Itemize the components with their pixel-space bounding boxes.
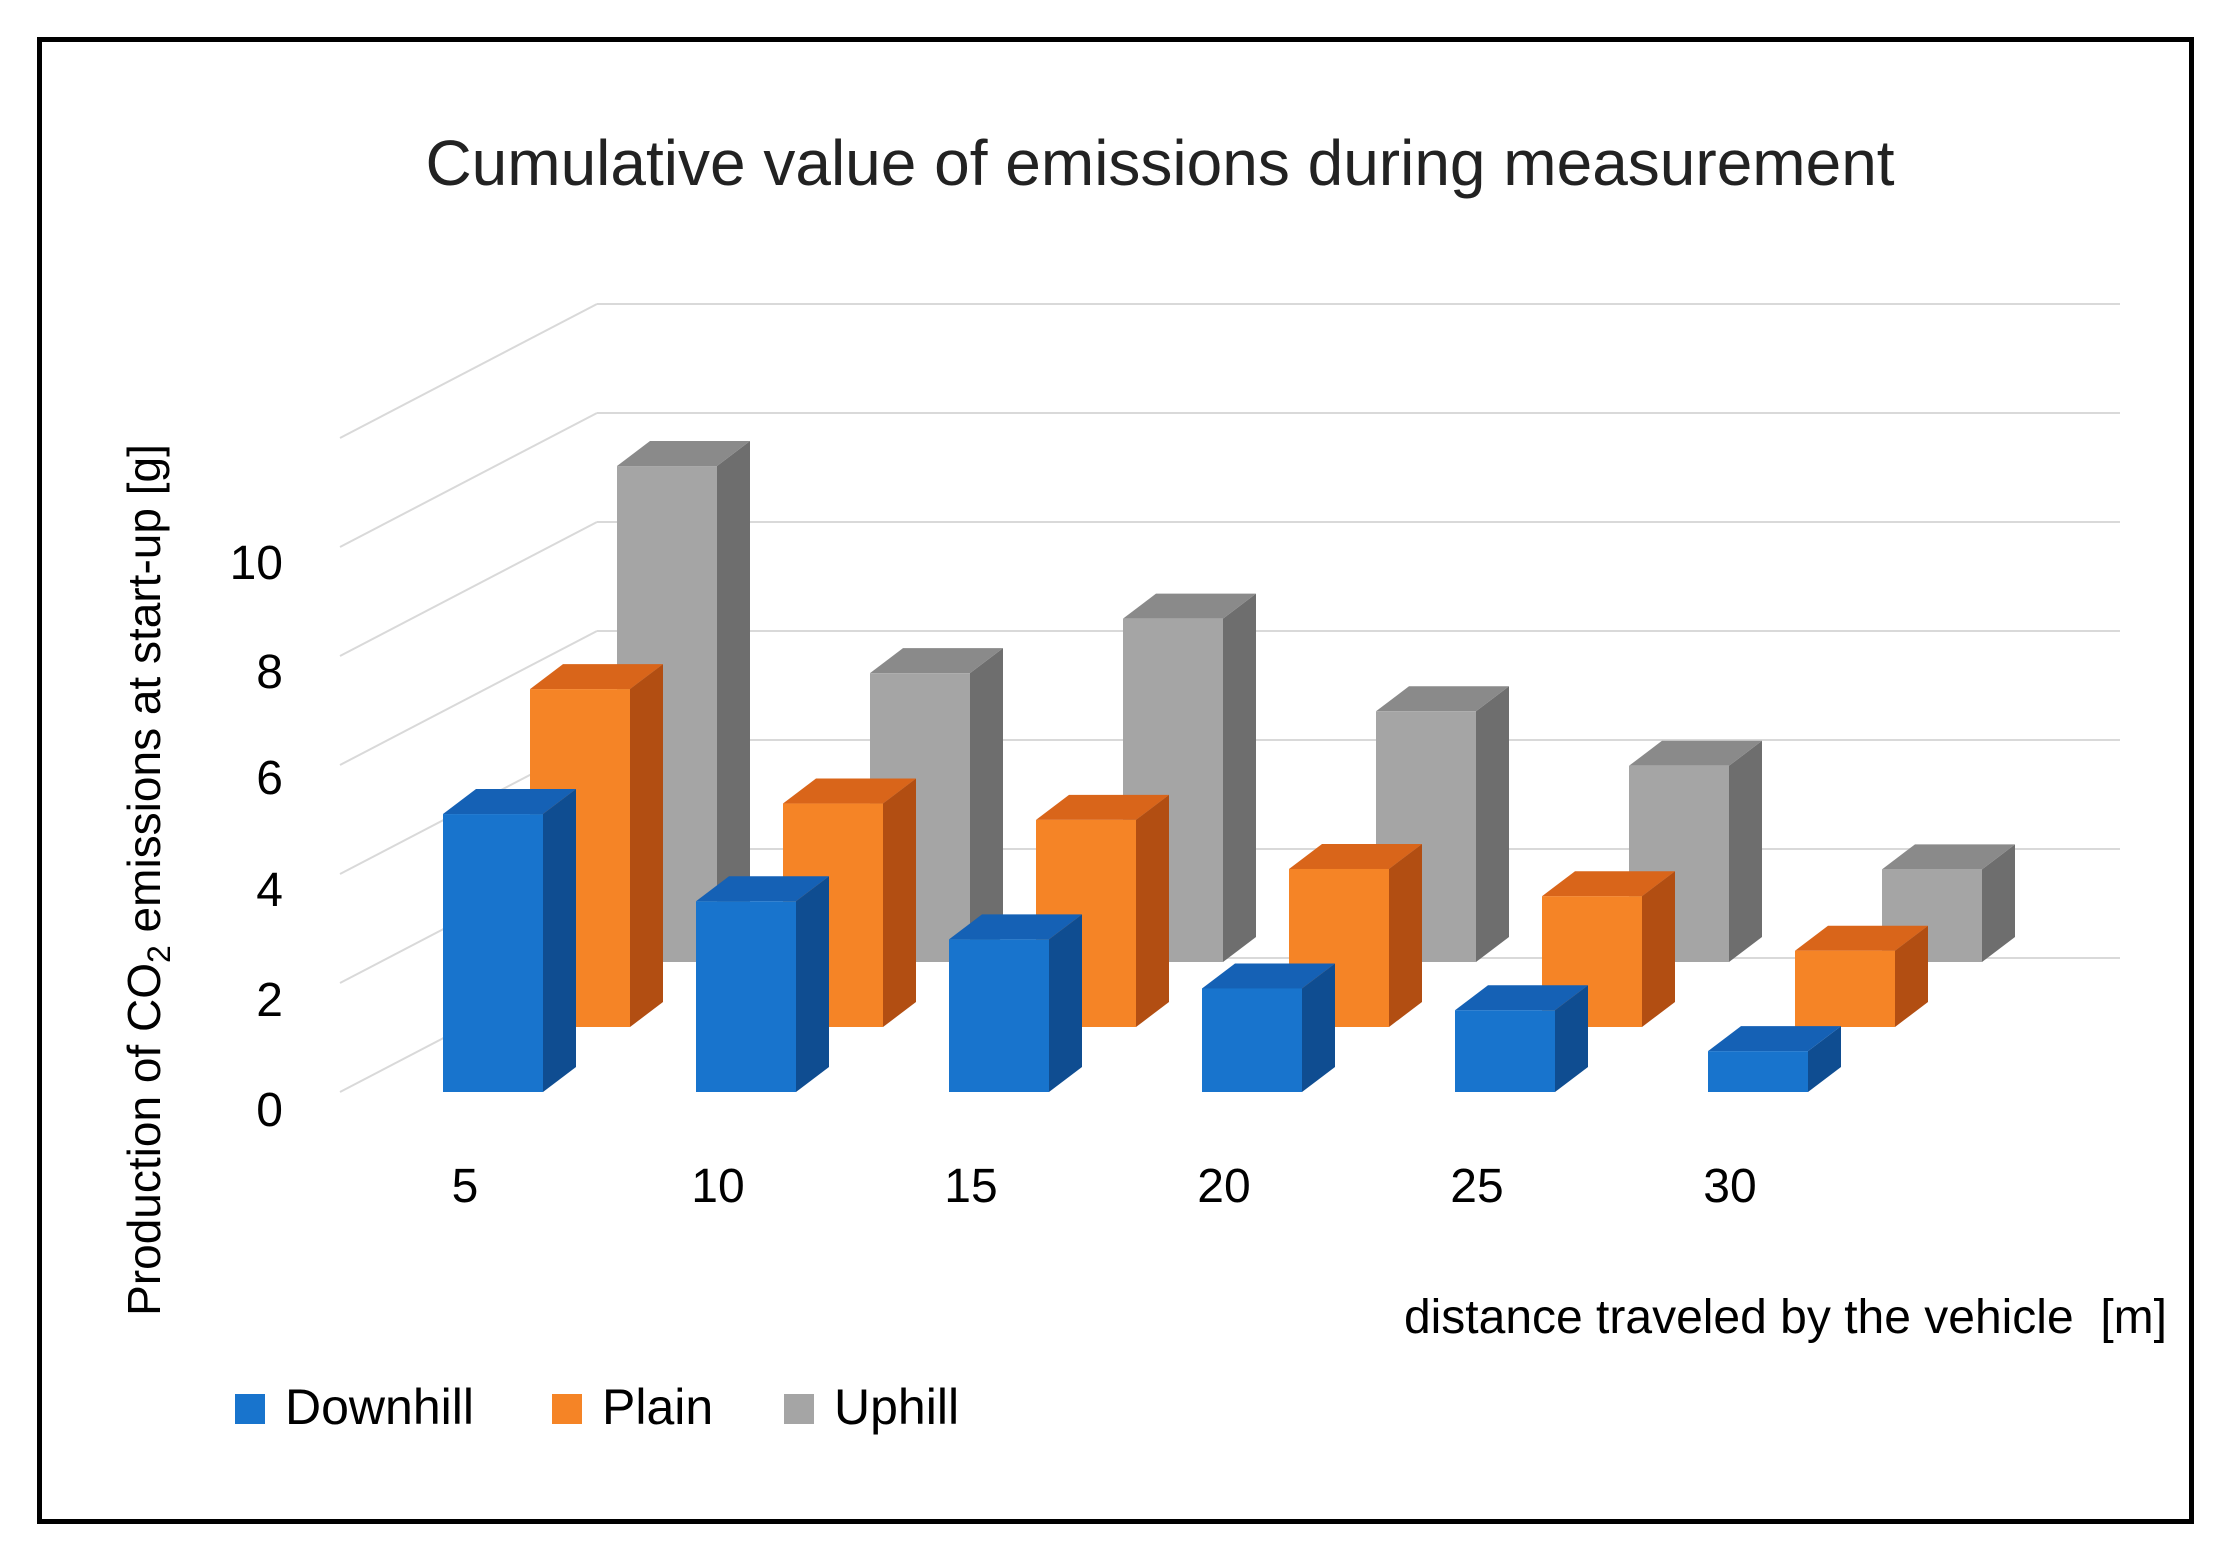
y-axis-label-part-1: Production of CO bbox=[118, 963, 170, 1316]
gridline-side bbox=[339, 630, 598, 766]
bar-side bbox=[1729, 740, 1762, 962]
bar-side bbox=[883, 778, 916, 1027]
bar-downhill-30 bbox=[1708, 1026, 1841, 1092]
bar-top bbox=[617, 441, 750, 467]
bar-plain-30 bbox=[1795, 925, 1928, 1027]
bar-side bbox=[1049, 914, 1082, 1092]
bar-front bbox=[1708, 1051, 1808, 1092]
bar-downhill-25 bbox=[1455, 985, 1588, 1092]
y-tick-label: 4 bbox=[256, 864, 283, 917]
bar-side bbox=[1302, 963, 1335, 1092]
legend-item-uphill: Uphill bbox=[784, 1379, 959, 1435]
bar-side bbox=[1223, 593, 1256, 962]
bar-uphill-20 bbox=[1376, 686, 1509, 962]
y-axis-label-part-3: emissions at start-up [g] bbox=[118, 444, 170, 945]
bar-side bbox=[1895, 925, 1928, 1027]
x-tick-label: 20 bbox=[1197, 1160, 1250, 1213]
bar-front bbox=[1795, 950, 1895, 1027]
bar-side bbox=[1476, 686, 1509, 962]
legend-label: Downhill bbox=[285, 1379, 474, 1435]
legend-label: Uphill bbox=[834, 1379, 959, 1435]
y-tick-label: 8 bbox=[256, 646, 283, 699]
bar-top bbox=[870, 648, 1003, 674]
chart-frame bbox=[37, 37, 2194, 1524]
bar-top bbox=[1455, 985, 1588, 1011]
bar-top bbox=[949, 914, 1082, 940]
x-axis-label: distance traveled by the vehicle [m] bbox=[1404, 1291, 2167, 1344]
bar-uphill-30 bbox=[1882, 844, 2015, 962]
bar-top bbox=[1202, 963, 1335, 989]
bar-side bbox=[1389, 843, 1422, 1027]
bar-downhill-10 bbox=[696, 876, 829, 1092]
bar-top bbox=[783, 778, 916, 804]
gridline-side bbox=[339, 412, 598, 548]
x-axis-tick-labels: 5 10 15 20 25 30 bbox=[452, 1160, 1757, 1213]
bar-top bbox=[696, 876, 829, 902]
bar-downhill-5 bbox=[443, 789, 576, 1092]
bar-front bbox=[949, 939, 1049, 1092]
bar-top bbox=[1123, 593, 1256, 619]
bar-side bbox=[796, 876, 829, 1092]
bar-top bbox=[1542, 871, 1675, 897]
bar-downhill-15 bbox=[949, 914, 1082, 1092]
y-tick-label: 10 bbox=[230, 537, 283, 590]
bar-downhill-20 bbox=[1202, 963, 1335, 1092]
bar-top bbox=[1708, 1026, 1841, 1052]
bar-side bbox=[630, 664, 663, 1027]
bar-top bbox=[1036, 794, 1169, 820]
bar-top bbox=[1289, 843, 1422, 869]
y-tick-label: 2 bbox=[256, 974, 283, 1027]
y-tick-label: 0 bbox=[256, 1084, 283, 1137]
legend-swatch bbox=[235, 1394, 265, 1424]
chart-title: Cumulative value of emissions during mea… bbox=[425, 127, 1894, 199]
bar-side bbox=[1808, 1026, 1841, 1092]
legend-label: Plain bbox=[602, 1379, 713, 1435]
x-tick-label: 30 bbox=[1703, 1160, 1756, 1213]
x-tick-label: 10 bbox=[691, 1160, 744, 1213]
legend-swatch bbox=[784, 1394, 814, 1424]
x-tick-label: 25 bbox=[1450, 1160, 1503, 1213]
gridline-side bbox=[339, 521, 598, 657]
bar-front bbox=[443, 814, 543, 1092]
bar-top bbox=[1629, 740, 1762, 766]
x-tick-label: 5 bbox=[452, 1160, 479, 1213]
bar-side bbox=[1982, 844, 2015, 962]
bar-uphill-15 bbox=[1123, 593, 1256, 962]
bar-front bbox=[696, 901, 796, 1092]
bar-side bbox=[970, 648, 1003, 962]
x-tick-label: 15 bbox=[944, 1160, 997, 1213]
bar-side bbox=[1555, 985, 1588, 1092]
bar-side bbox=[1642, 871, 1675, 1027]
y-axis-tick-labels: 0 2 4 6 8 10 bbox=[230, 537, 283, 1137]
bar-side bbox=[717, 441, 750, 962]
legend: Downhill Plain Uphill bbox=[235, 1379, 959, 1435]
legend-swatch bbox=[552, 1394, 582, 1424]
bar-front bbox=[1455, 1010, 1555, 1092]
bar-top bbox=[1376, 686, 1509, 712]
bar-front bbox=[1202, 988, 1302, 1092]
legend-item-plain: Plain bbox=[552, 1379, 713, 1435]
bar-top bbox=[1795, 925, 1928, 951]
bar-side bbox=[543, 789, 576, 1092]
bar-top bbox=[530, 664, 663, 690]
legend-item-downhill: Downhill bbox=[235, 1379, 474, 1435]
gridline-side bbox=[339, 303, 598, 439]
y-tick-label: 6 bbox=[256, 752, 283, 805]
y-axis-label-subscript: 2 bbox=[141, 945, 177, 963]
bar-top bbox=[443, 789, 576, 815]
bars-layer bbox=[443, 441, 2015, 1092]
y-axis-label: Production of CO2 emissions at start-up … bbox=[118, 444, 177, 1316]
bar-plain-15 bbox=[1036, 794, 1169, 1027]
bar-top bbox=[1882, 844, 2015, 870]
bar-side bbox=[1136, 794, 1169, 1027]
